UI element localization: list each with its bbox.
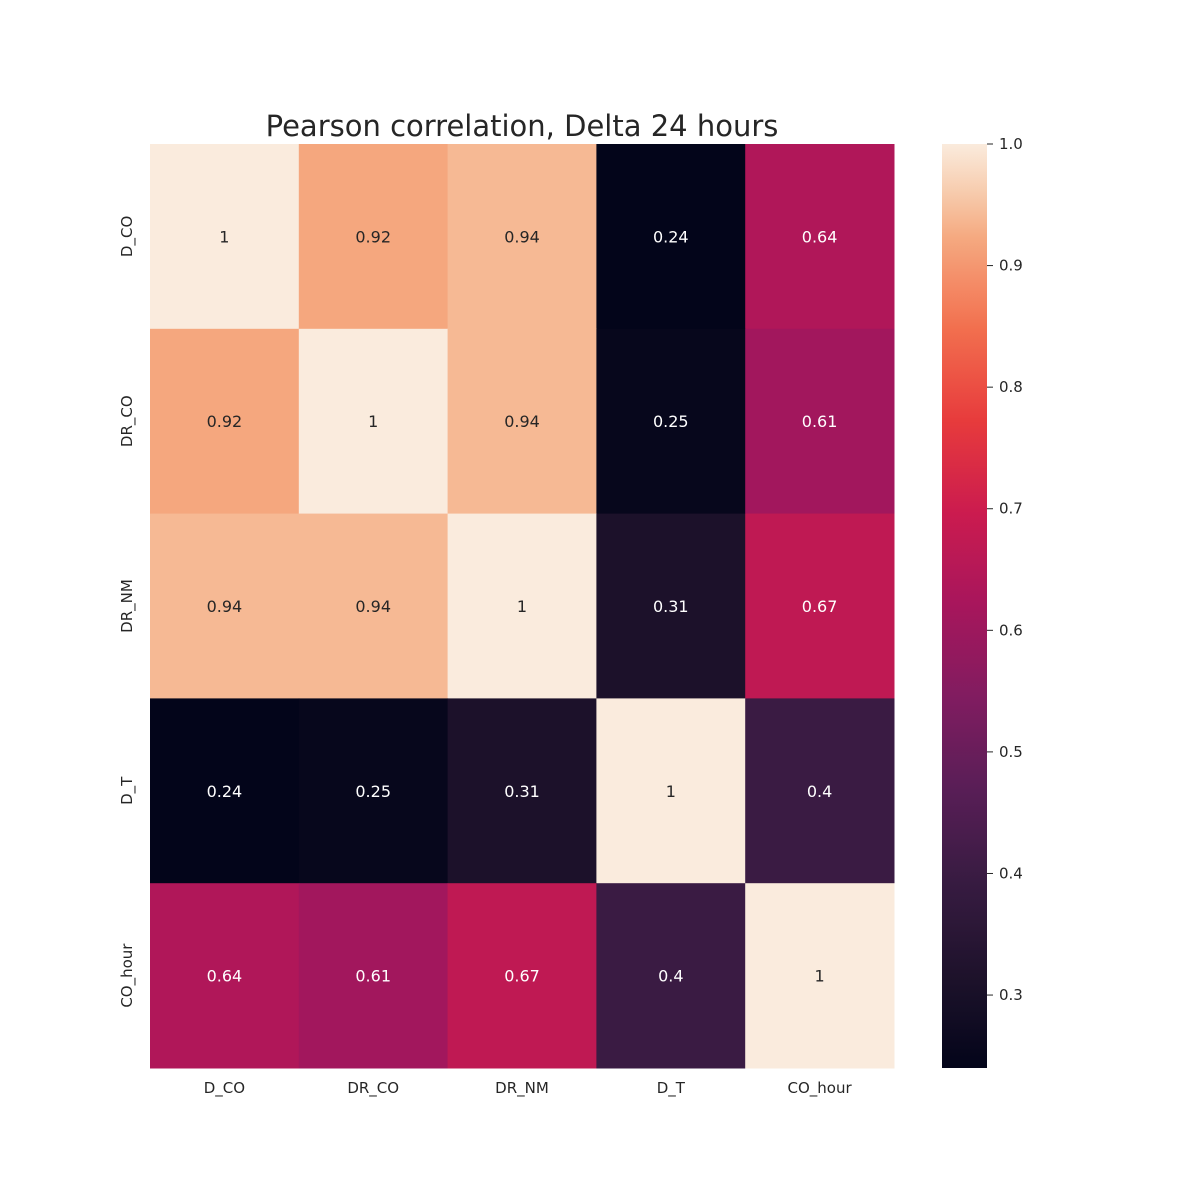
x-tick-label: DR_CO [347,1079,399,1098]
cell-value-label: 1 [368,412,378,431]
colorbar: 0.3 0.4 0.5 0.6 0.7 0.8 0.9 1.0 [942,135,1023,1068]
colorbar-gradient [942,144,987,1068]
heatmap-cell [447,513,597,699]
cell-value-label: 0.64 [207,967,243,986]
cell-value-label: 1 [517,597,527,616]
cell-value-label: 0.31 [504,782,540,801]
cell-value-label: 0.94 [355,597,391,616]
heatmap-cell [596,328,746,515]
cell-value-label: 1 [219,227,229,246]
cell-value-label: 0.25 [653,412,689,431]
cell-value-label: 0.92 [207,412,243,431]
heatmap-cell [150,144,300,330]
heatmap-cell [298,513,449,699]
colorbar-tick-label: 0.8 [999,378,1023,396]
heatmap-cell [447,698,597,884]
heatmap-cell [596,513,746,699]
heatmap-cell [298,328,449,515]
heatmap-cell [447,328,597,515]
heatmap-cell [745,883,895,1069]
cell-value-label: 0.67 [504,967,540,986]
heatmap-cell [150,698,300,884]
y-tick-label: DR_CO [118,395,137,447]
cell-value-label: 0.67 [802,597,838,616]
y-tick-label: DR_NM [118,579,137,633]
cell-value-label: 0.94 [504,227,540,246]
colorbar-tick-label: 0.3 [999,986,1023,1004]
chart-title: Pearson correlation, Delta 24 hours [266,109,779,143]
colorbar-tick-label: 0.4 [999,864,1023,882]
cell-value-label: 0.61 [355,967,391,986]
heatmap-cell [447,883,597,1069]
cell-value-label: 0.25 [355,782,391,801]
cell-value-label: 1 [666,782,676,801]
y-tick-label: D_CO [118,216,137,257]
cell-value-label: 0.94 [504,412,540,431]
cell-value-label: 0.94 [207,597,243,616]
cell-value-label: 0.31 [653,597,689,616]
x-axis-ticks: D_CO DR_CO DR_NM D_T CO_hour [204,1079,853,1098]
cell-value-label: 0.24 [653,227,689,246]
heatmap-cell [298,144,449,330]
heatmap-cell [745,698,895,884]
cell-value-label: 0.92 [355,227,391,246]
heatmap-cell [150,513,300,699]
y-tick-label: D_T [118,776,137,805]
heatmap-cell [447,144,597,330]
heatmap-cell [298,698,449,884]
y-tick-label: CO_hour [118,943,137,1008]
cell-value-label: 0.24 [207,782,243,801]
cell-value-label: 0.64 [802,227,838,246]
cell-value-label: 1 [815,967,825,986]
heatmap-cell [298,883,449,1069]
heatmap-cell [150,883,300,1069]
heatmap-cell [596,144,746,330]
colorbar-tick-label: 0.7 [999,500,1023,518]
cell-value-label: 0.61 [802,412,838,431]
x-tick-label: D_CO [204,1079,245,1098]
colorbar-tick-label: 0.9 [999,257,1023,275]
heatmap-cell [596,698,746,884]
cell-value-label: 0.4 [807,782,832,801]
heatmap-cells [150,144,895,1069]
cell-value-label: 0.4 [658,967,683,986]
heatmap-cell [745,513,895,699]
colorbar-tick-label: 0.6 [999,621,1023,639]
colorbar-tick-label: 1.0 [999,135,1023,153]
y-axis-ticks: D_CO DR_CO DR_NM D_T CO_hour [118,216,137,1008]
heatmap-cell [745,328,895,515]
colorbar-tick-label: 0.5 [999,743,1023,761]
x-tick-label: CO_hour [788,1079,853,1098]
heatmap-cell [745,144,895,330]
cell-annotations: 1 0.92 0.94 0.24 0.64 0.92 1 0.94 0.25 0.61 0.94 0.… [207,227,838,985]
x-tick-label: D_T [657,1079,686,1098]
x-tick-label: DR_NM [495,1079,549,1098]
heatmap-cell [150,328,300,515]
heatmap-cell [596,883,746,1069]
